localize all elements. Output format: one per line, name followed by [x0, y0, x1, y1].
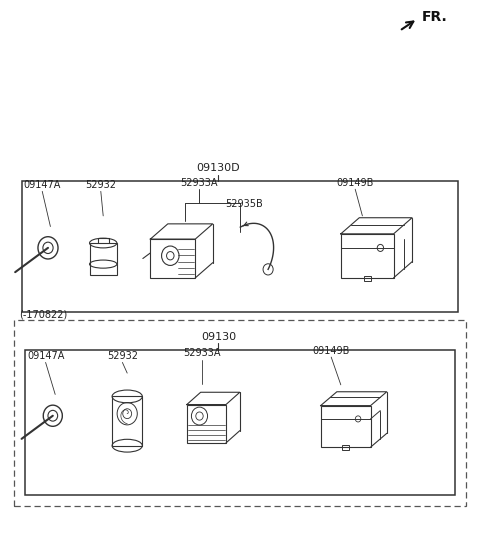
- Bar: [187, 405, 226, 443]
- Text: 09149B: 09149B: [312, 345, 350, 356]
- Text: 52932: 52932: [85, 180, 116, 190]
- Text: 09147A: 09147A: [27, 351, 64, 361]
- Text: 52935B: 52935B: [225, 199, 263, 209]
- Bar: [342, 445, 349, 450]
- Bar: [112, 397, 142, 446]
- Bar: [150, 239, 195, 278]
- Bar: [89, 243, 117, 276]
- Text: 09149B: 09149B: [336, 177, 374, 188]
- Bar: [341, 234, 394, 278]
- Text: 52933A: 52933A: [183, 348, 220, 358]
- Bar: [321, 406, 371, 447]
- Bar: [22, 181, 458, 312]
- Text: 09130D: 09130D: [197, 163, 240, 173]
- Text: FR.: FR.: [421, 10, 447, 24]
- Text: 09147A: 09147A: [24, 180, 61, 190]
- Bar: [25, 350, 455, 495]
- Text: (-170822): (-170822): [19, 310, 68, 320]
- Text: 09130: 09130: [201, 332, 236, 342]
- Text: 52932: 52932: [107, 351, 138, 361]
- Text: 52933A: 52933A: [180, 177, 218, 188]
- Bar: [14, 320, 466, 506]
- Bar: [363, 276, 371, 281]
